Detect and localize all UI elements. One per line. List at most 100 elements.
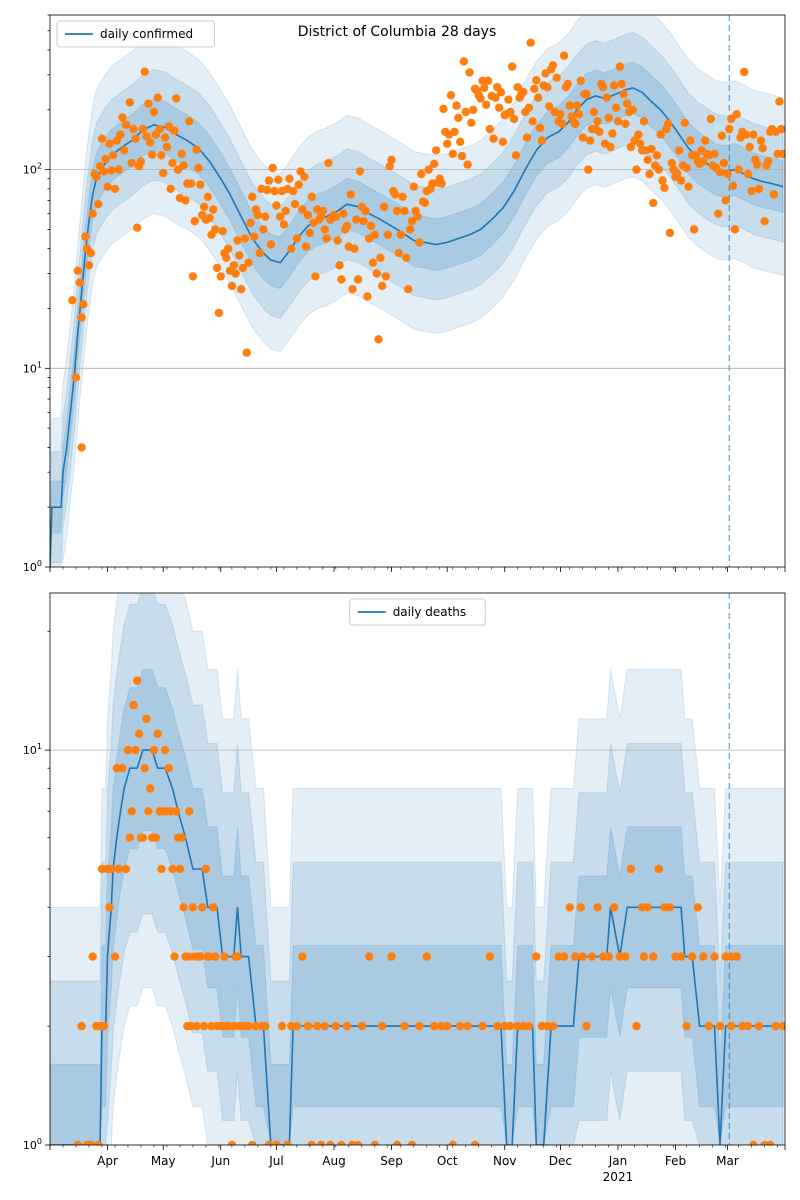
scatter-point — [159, 168, 168, 178]
scatter-point — [218, 227, 227, 236]
scatter-point — [177, 149, 186, 159]
scatter-point — [118, 113, 127, 122]
scatter-point — [192, 1021, 201, 1031]
x-tick-label: Nov — [493, 1154, 516, 1168]
scatter-point — [396, 230, 405, 239]
scatter-point — [727, 114, 736, 124]
scatter-point — [398, 192, 407, 201]
scatter-point — [585, 136, 595, 145]
scatter-point — [383, 230, 392, 239]
scatter-point — [353, 275, 363, 284]
scatter-point — [589, 107, 598, 117]
scatter-point — [77, 313, 86, 322]
scatter-point — [244, 258, 253, 267]
scatter-point — [717, 131, 727, 140]
scatter-point — [578, 133, 587, 142]
scatter-point — [107, 864, 116, 874]
scatter-point — [138, 833, 147, 842]
legend-label: daily confirmed — [100, 27, 193, 41]
scatter-point — [248, 192, 257, 201]
scatter-point — [478, 1021, 487, 1031]
scatter-point — [758, 144, 767, 153]
scatter-point — [287, 244, 296, 253]
scatter-point — [654, 864, 663, 874]
scatter-point — [268, 163, 277, 173]
scatter-point — [136, 157, 146, 166]
scatter-point — [506, 107, 515, 117]
scatter-point — [686, 136, 695, 145]
x-year-label: 2021 — [603, 1170, 634, 1184]
scatter-point — [728, 181, 738, 190]
scatter-point — [370, 230, 379, 239]
scatter-point — [266, 240, 276, 249]
scatter-point — [277, 1021, 287, 1031]
scatter-point — [166, 184, 175, 194]
scatter-point — [656, 130, 665, 139]
scatter-point — [379, 202, 389, 211]
scatter-point — [676, 176, 686, 185]
scatter-point — [248, 1140, 257, 1145]
scatter-point — [151, 833, 160, 842]
scatter-point — [454, 113, 463, 123]
scatter-point — [391, 190, 400, 199]
scatter-point — [214, 308, 224, 318]
scatter-point — [608, 129, 617, 138]
scatter-point — [270, 186, 279, 196]
scatter-point — [643, 155, 652, 164]
x-tick-label: Apr — [97, 1154, 118, 1168]
scatter-point — [699, 952, 708, 961]
x-tick-label: Jul — [268, 1154, 283, 1168]
x-tick-label: Oct — [437, 1154, 458, 1168]
scatter-point — [667, 158, 676, 168]
scatter-point — [316, 1140, 326, 1145]
scatter-point — [181, 196, 190, 205]
scatter-point — [493, 1021, 502, 1031]
scatter-point — [437, 179, 446, 188]
scatter-point — [654, 165, 663, 174]
scatter-point — [318, 206, 327, 216]
scatter-point — [649, 952, 658, 961]
scatter-point — [675, 146, 684, 155]
scatter-point — [565, 101, 574, 110]
scatter-point — [639, 952, 649, 961]
scatter-point — [105, 139, 114, 148]
scatter-point — [415, 1021, 424, 1031]
scatter-point — [463, 160, 472, 169]
scatter-point — [179, 903, 188, 912]
scatter-point — [335, 261, 344, 270]
scatter-point — [647, 144, 656, 154]
x-tick-label: May — [151, 1154, 176, 1168]
scatter-point — [532, 952, 541, 961]
scatter-point — [456, 137, 465, 146]
scatter-point — [350, 244, 359, 253]
scatter-point — [157, 864, 166, 874]
scatter-point — [307, 192, 316, 201]
scatter-point — [643, 903, 652, 912]
scatter-point — [222, 253, 231, 262]
scatter-point — [610, 903, 619, 912]
scatter-point — [530, 84, 539, 94]
scatter-point — [211, 225, 220, 234]
scatter-point — [188, 903, 198, 912]
scatter-point — [185, 117, 194, 126]
y-tick-label: 100 — [23, 559, 42, 574]
scatter-point — [760, 217, 769, 226]
scatter-point — [121, 864, 131, 874]
scatter-point — [157, 151, 166, 160]
scatter-point — [116, 130, 125, 139]
scatter-point — [361, 206, 370, 216]
scatter-point — [99, 1021, 109, 1031]
scatter-point — [756, 136, 766, 145]
scatter-point — [108, 151, 118, 160]
scatter-point — [749, 1140, 758, 1145]
scatter-point — [565, 903, 574, 912]
scatter-point — [522, 133, 532, 142]
scatter-point — [86, 1140, 95, 1145]
scatter-point — [623, 99, 632, 108]
scatter-point — [392, 1140, 402, 1145]
scatter-point — [359, 217, 368, 226]
scatter-point — [413, 212, 422, 221]
scatter-point — [595, 127, 604, 136]
scatter-point — [290, 200, 300, 209]
